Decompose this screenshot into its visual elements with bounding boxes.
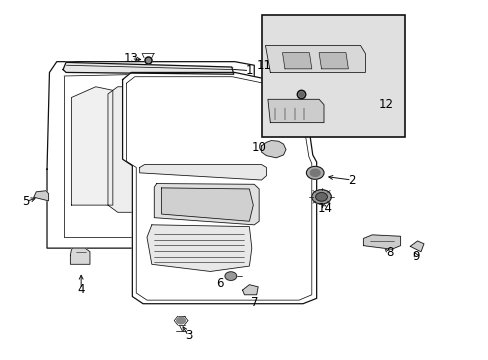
Polygon shape (154, 184, 259, 225)
Text: 4: 4 (77, 283, 85, 296)
Text: 1: 1 (245, 64, 253, 77)
Polygon shape (70, 248, 90, 264)
Polygon shape (265, 45, 365, 72)
Bar (261, 15, 405, 137)
Circle shape (311, 190, 330, 204)
Polygon shape (147, 225, 251, 271)
Polygon shape (47, 62, 254, 248)
Polygon shape (140, 165, 266, 180)
Text: 3: 3 (184, 329, 192, 342)
Circle shape (179, 120, 226, 154)
Text: 6: 6 (216, 278, 224, 291)
Polygon shape (34, 191, 48, 201)
Circle shape (147, 108, 185, 137)
Text: 8: 8 (386, 246, 393, 259)
Polygon shape (161, 188, 253, 221)
Circle shape (188, 126, 217, 148)
Circle shape (224, 272, 236, 280)
Polygon shape (267, 99, 324, 123)
Text: 11: 11 (256, 59, 271, 72)
Circle shape (315, 193, 327, 201)
Polygon shape (63, 62, 233, 74)
Polygon shape (282, 53, 311, 69)
Text: 9: 9 (411, 249, 419, 262)
Text: 10: 10 (251, 141, 266, 154)
Polygon shape (242, 285, 258, 295)
Polygon shape (261, 140, 285, 158)
Polygon shape (363, 235, 400, 249)
Text: 13: 13 (123, 52, 139, 65)
Polygon shape (409, 241, 423, 252)
Polygon shape (71, 87, 113, 205)
Circle shape (310, 169, 320, 176)
Text: 12: 12 (378, 98, 393, 111)
Polygon shape (319, 53, 347, 69)
Circle shape (136, 100, 196, 145)
Text: 2: 2 (347, 174, 355, 186)
Text: 5: 5 (22, 195, 30, 208)
Polygon shape (108, 87, 229, 212)
Polygon shape (122, 72, 316, 304)
Circle shape (306, 166, 324, 179)
Text: 14: 14 (317, 202, 332, 215)
Circle shape (176, 318, 185, 324)
Text: 7: 7 (250, 296, 258, 309)
